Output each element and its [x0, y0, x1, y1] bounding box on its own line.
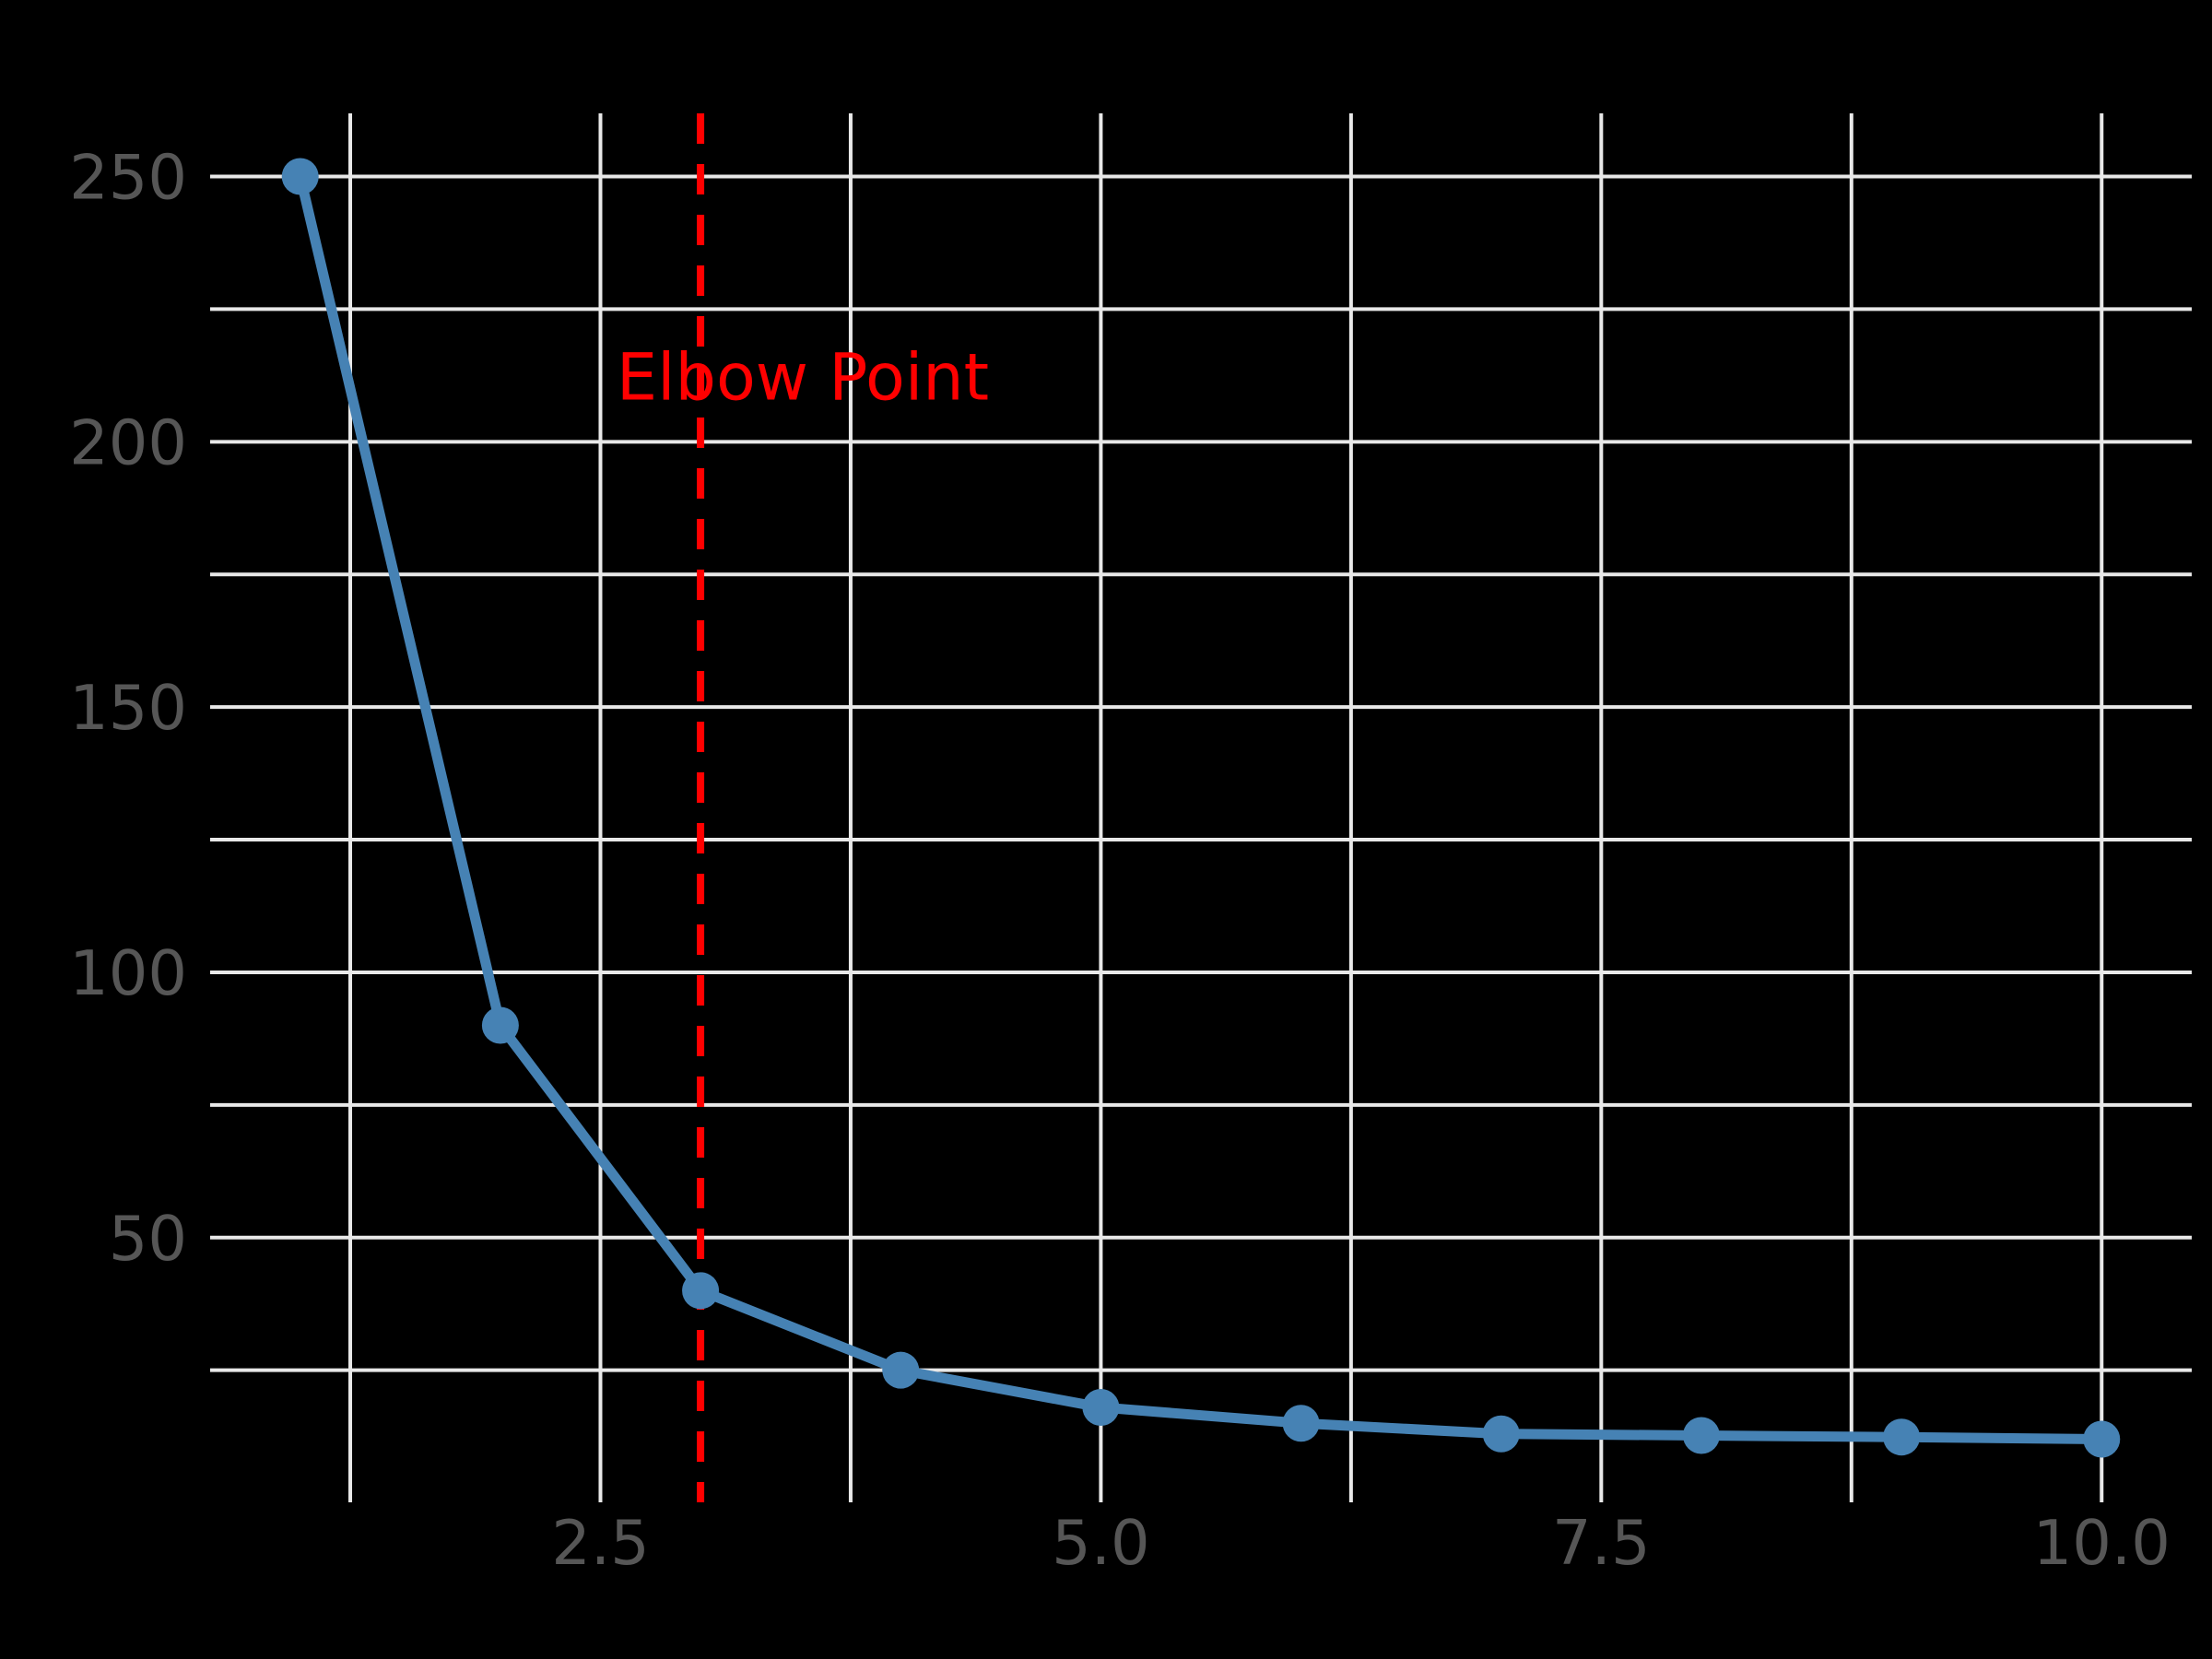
data-point-marker	[1282, 1405, 1320, 1442]
y-tick-label: 100	[69, 937, 187, 1009]
x-tick-label: 7.5	[1552, 1507, 1651, 1579]
x-tick-label: 10.0	[2033, 1507, 2171, 1579]
data-point-marker	[1883, 1418, 1921, 1456]
y-tick-label: 150	[69, 672, 187, 744]
x-tick-label: 2.5	[551, 1507, 650, 1579]
y-tick-label: 250	[69, 142, 187, 214]
data-point-marker	[281, 158, 319, 195]
data-point-marker	[481, 1006, 519, 1044]
wcss-line	[295, 171, 2107, 1444]
grid-lines	[210, 113, 2192, 1502]
data-point-marker	[882, 1351, 920, 1389]
data-point-marker	[1682, 1417, 1720, 1454]
data-point-marker	[1082, 1388, 1120, 1426]
data-point-marker	[682, 1272, 720, 1310]
elbow-annotation: Elbow Point	[617, 339, 989, 415]
y-tick-label: 50	[109, 1203, 187, 1275]
y-tick-label: 200	[69, 406, 187, 478]
data-point-marker	[2083, 1420, 2121, 1458]
x-tick-label: 5.0	[1052, 1507, 1150, 1579]
data-point-marker	[1482, 1415, 1520, 1453]
wcss-series	[281, 158, 2121, 1458]
axis-tick-labels: 2.5 5.0 7.5 10.0 50 100 150 200 250	[69, 142, 2171, 1580]
